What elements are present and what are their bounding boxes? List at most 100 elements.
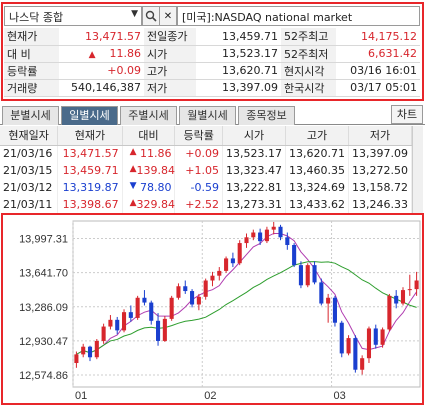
clear-button[interactable]: ✕ [159, 6, 177, 26]
quote-value: 13,523.17 [196, 45, 281, 63]
candle [142, 297, 147, 303]
candle [414, 280, 419, 290]
candle [237, 243, 242, 264]
candle [298, 265, 303, 286]
price-cell: 13,398.67 [57, 196, 123, 213]
candle [87, 346, 93, 358]
toolbar: 나스닥 종합 ▼ ✕ [미국]:NASDAQ national market [4, 6, 420, 27]
candle [251, 232, 256, 238]
candle [190, 291, 195, 305]
y-tick-label: 13,286.09 [19, 302, 68, 314]
candle [360, 358, 365, 370]
ma20-line [76, 261, 417, 355]
quote-label: 현지시각 [281, 62, 336, 80]
market-select[interactable]: 나스닥 종합 ▼ [4, 6, 142, 26]
up-arrow-icon: ▲ [129, 164, 137, 174]
open-cell: 13,323.47 [222, 162, 286, 179]
tab-5[interactable]: 종목정보 [238, 106, 295, 125]
tab-2[interactable]: 일별시세 [61, 106, 118, 125]
column-header[interactable]: 등락률 [174, 126, 224, 146]
candle [258, 232, 263, 242]
quote-label: 시가 [144, 45, 196, 63]
candle [407, 289, 412, 291]
quote-label: 전일종가 [144, 28, 196, 46]
high-cell: 13,324.69 [285, 179, 349, 196]
candle [264, 229, 269, 242]
quote-value-text: 13,471.57 [85, 29, 141, 43]
column-header[interactable]: 저가 [348, 126, 413, 146]
down-arrow-icon: ▼ [129, 181, 137, 191]
quote-row: 현재가 13,471.57 전일종가 13,459.71 52주최고 14,175.12 [4, 28, 420, 46]
quote-label: 거래량 [4, 79, 59, 97]
candle [94, 340, 99, 358]
diff-cell: ▲ 329.84 [122, 196, 176, 213]
candle [128, 312, 133, 318]
table-row[interactable]: 21/03/11 13,398.67 ▲ 329.84 +2.52 13,273.31 13… [0, 196, 413, 213]
candle [319, 282, 324, 304]
candle [135, 297, 140, 318]
chevron-down-icon: ▼ [131, 9, 138, 19]
rate-cell: +1.05 [174, 162, 224, 179]
search-button[interactable] [142, 6, 160, 26]
quote-label: 현재가 [4, 28, 59, 46]
quote-value: 13,620.71 [196, 62, 281, 80]
candle [176, 286, 181, 298]
diff-value: 329.84 [136, 198, 175, 211]
table-row[interactable]: 21/03/12 13,319.87 ▼ 78.80 -0.59 13,222.81 13,… [0, 179, 413, 196]
tab-1[interactable]: 분별시세 [2, 106, 59, 125]
column-header[interactable]: 고가 [285, 126, 349, 146]
candle [326, 297, 331, 304]
table-row[interactable]: 21/03/15 13,459.71 ▲ 139.84 +1.05 13,323.47 13… [0, 162, 413, 179]
open-cell: 13,273.31 [222, 196, 286, 213]
candle [305, 265, 310, 286]
date-cell: 21/03/11 [0, 196, 59, 213]
date-cell: 21/03/12 [0, 179, 59, 196]
up-arrow-icon: ▲ [129, 198, 137, 208]
candle [230, 258, 235, 264]
candle [196, 296, 201, 305]
open-cell: 13,523.17 [222, 145, 286, 162]
candle [346, 338, 351, 354]
ma5-line [76, 232, 418, 355]
quote-value: 6,631.42 [336, 45, 420, 63]
up-arrow-icon: ▲ [129, 147, 137, 158]
candle [149, 302, 154, 321]
quote-row: 등락률 +0.09 고가 13,620.71 현지시각 03/16 16:01 [4, 62, 420, 80]
column-header[interactable]: 대비 [122, 126, 176, 146]
column-header[interactable]: 현재가 [57, 126, 123, 146]
daily-price-table: 현재일자 현재가 대비 등락률 시가 고가 저가 21/03/16 13,471.57 ▲ 11.… [0, 126, 413, 213]
daily-table-scrollbar[interactable] [412, 126, 423, 213]
candle [292, 244, 297, 266]
candle [244, 237, 249, 244]
close-icon: ✕ [163, 11, 173, 22]
candle [217, 270, 222, 276]
quote-value: 14,175.12 [336, 28, 420, 46]
quote-row: 대 비 ▲ 11.86 시가 13,523.17 52주최저 6,631.42 [4, 45, 420, 63]
tab-4[interactable]: 월별시세 [179, 106, 236, 125]
quote-value: 13,471.57 [59, 28, 144, 46]
table-row[interactable]: 21/03/16 13,471.57 ▲ 11.86 +0.09 13,523.17 13,… [0, 145, 413, 162]
column-header[interactable]: 현재일자 [0, 126, 59, 146]
price-cell: 13,471.57 [57, 145, 123, 162]
column-header[interactable]: 시가 [222, 126, 286, 146]
quote-value: 03/16 16:01 [336, 62, 420, 80]
candle [353, 338, 358, 370]
candle [380, 329, 385, 345]
x-tick-label: 03 [334, 390, 346, 402]
tab-bar: 분별시세 일별시세 주별시세 월별시세 종목정보 [0, 106, 425, 125]
candle [373, 328, 378, 345]
date-cell: 21/03/15 [0, 162, 59, 179]
candle [121, 312, 127, 331]
y-tick-label: 13,997.31 [19, 234, 68, 246]
quote-label: 고가 [144, 62, 196, 80]
candle [271, 226, 276, 230]
low-cell: 13,272.50 [348, 162, 413, 179]
candle [285, 237, 290, 245]
candle [203, 280, 208, 297]
chart-button[interactable]: 차트 [391, 105, 423, 124]
quote-value: +0.09 [59, 62, 144, 80]
quote-row: 거래량 540,146,387 저가 13,397.09 한국시각 03/17 05:01 [4, 79, 420, 97]
quote-label: 한국시각 [281, 79, 336, 97]
tab-3[interactable]: 주별시세 [120, 106, 177, 125]
high-cell: 13,433.62 [285, 196, 349, 213]
